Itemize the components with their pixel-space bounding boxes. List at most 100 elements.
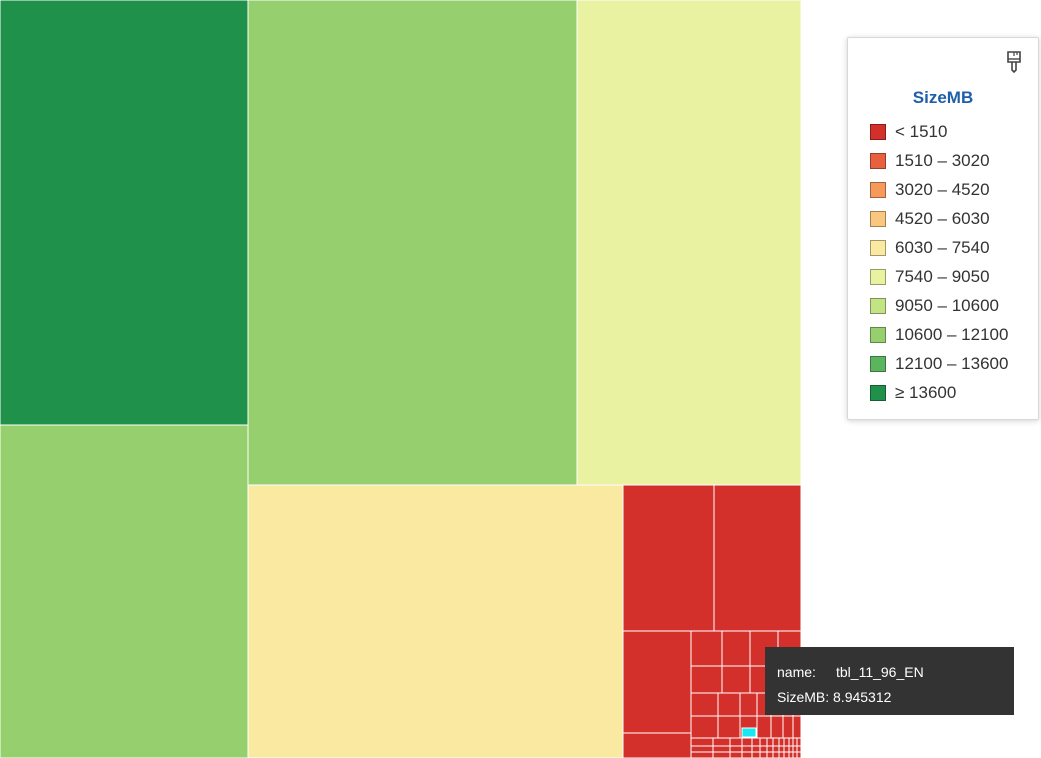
legend-item[interactable]: 12100 – 13600 [870, 349, 1008, 378]
treemap-tile[interactable] [788, 745, 794, 753]
tooltip-size-key: SizeMB: [777, 689, 830, 705]
treemap-tile[interactable] [0, 424, 249, 758]
treemap-tile[interactable] [772, 737, 780, 747]
treemap-tile[interactable] [782, 715, 794, 739]
legend-panel: SizeMB < 1510 1510 – 3020 3020 – 4520 4520 … [847, 37, 1039, 420]
treemap-tile[interactable] [0, 0, 249, 426]
treemap-tile[interactable] [778, 745, 785, 753]
treemap-tile[interactable] [729, 751, 743, 758]
treemap-tile[interactable] [729, 745, 743, 753]
legend-item[interactable]: 10600 – 12100 [870, 320, 1008, 349]
treemap-tile[interactable] [792, 745, 798, 753]
legend-label: 12100 – 13600 [895, 353, 1009, 373]
legend-label: < 1510 [895, 121, 948, 141]
treemap-tile[interactable] [622, 630, 692, 734]
legend-item[interactable]: < 1510 [870, 117, 1008, 146]
legend-items: < 1510 1510 – 3020 3020 – 4520 4520 – 6030 6… [870, 117, 1008, 407]
treemap-tile[interactable] [721, 665, 751, 694]
legend-label: ≥ 13600 [895, 382, 957, 402]
treemap-tile[interactable] [796, 745, 802, 753]
legend-item[interactable]: ≥ 13600 [870, 378, 1008, 407]
treemap-tile[interactable] [690, 630, 723, 667]
treemap-tile[interactable] [712, 737, 731, 747]
treemap-tile[interactable] [721, 630, 751, 667]
treemap-tile[interactable] [741, 737, 753, 747]
treemap-tile[interactable] [622, 732, 692, 758]
treemap-tile[interactable] [792, 737, 798, 747]
treemap-tile[interactable] [766, 737, 774, 747]
legend-swatch [870, 297, 886, 314]
treemap-tile[interactable] [792, 715, 802, 739]
treemap-tile[interactable] [778, 751, 785, 758]
treemap-tile[interactable] [772, 751, 780, 758]
treemap-tile[interactable] [759, 745, 768, 753]
treemap-tile[interactable] [751, 751, 761, 758]
treemap-tile[interactable] [759, 751, 768, 758]
treemap-tile[interactable] [770, 715, 784, 739]
legend-label: 10600 – 12100 [895, 324, 1009, 344]
legend-label: 3020 – 4520 [895, 179, 990, 199]
treemap-tile[interactable] [729, 737, 743, 747]
tooltip: name: tbl_11_96_EN SizeMB: 8.945312 [765, 647, 1014, 715]
legend-swatch [870, 268, 886, 285]
treemap-tile[interactable] [766, 751, 774, 758]
treemap-tile[interactable] [690, 737, 714, 747]
legend-item[interactable]: 9050 – 10600 [870, 291, 1008, 320]
legend-item[interactable]: 6030 – 7540 [870, 233, 1008, 262]
tooltip-name-row: name: tbl_11_96_EN [777, 660, 1002, 685]
legend-item[interactable]: 3020 – 4520 [870, 175, 1008, 204]
legend-item[interactable]: 7540 – 9050 [870, 262, 1008, 291]
treemap-tile[interactable] [783, 745, 790, 753]
legend-label: 6030 – 7540 [895, 237, 990, 257]
treemap-tile[interactable] [741, 745, 753, 753]
tooltip-size-value: 8.945312 [833, 689, 892, 705]
tooltip-size-row: SizeMB: 8.945312 [777, 685, 1002, 710]
treemap-tile[interactable] [783, 751, 790, 758]
legend-swatch [870, 355, 886, 372]
treemap-tile[interactable] [788, 737, 794, 747]
treemap-tile[interactable] [712, 751, 731, 758]
treemap-tile[interactable] [690, 692, 719, 717]
legend-swatch [870, 384, 886, 401]
treemap-tile[interactable] [576, 0, 802, 486]
treemap-tile[interactable] [751, 745, 761, 753]
paintbrush-icon[interactable] [1004, 50, 1024, 74]
legend-label: 9050 – 10600 [895, 295, 999, 315]
legend-swatch [870, 326, 886, 343]
legend-swatch [870, 152, 886, 169]
legend-label: 1510 – 3020 [895, 150, 990, 170]
treemap-tile[interactable] [796, 751, 802, 758]
treemap-tile[interactable] [690, 751, 714, 758]
treemap-tile[interactable] [783, 737, 790, 747]
treemap-tile[interactable] [739, 692, 758, 717]
treemap-tile[interactable] [690, 745, 714, 753]
tooltip-name-value: tbl_11_96_EN [836, 664, 924, 680]
legend-swatch [870, 181, 886, 198]
treemap-tile[interactable] [247, 0, 578, 486]
treemap-tile[interactable] [772, 745, 780, 753]
treemap-tile[interactable] [717, 692, 741, 717]
legend-title: SizeMB [912, 88, 974, 107]
legend-swatch [870, 239, 886, 256]
treemap-tile[interactable] [717, 715, 741, 739]
treemap-tile[interactable] [766, 745, 774, 753]
treemap-tile[interactable] [796, 737, 802, 747]
treemap-tile[interactable] [778, 737, 785, 747]
treemap-tile[interactable] [751, 737, 761, 747]
treemap-tile[interactable] [756, 715, 772, 739]
treemap-tile[interactable] [712, 745, 731, 753]
treemap-tile[interactable] [741, 751, 753, 758]
legend-item[interactable]: 1510 – 3020 [870, 146, 1008, 175]
treemap-tile-highlighted[interactable] [741, 727, 757, 738]
treemap-tile[interactable] [690, 715, 719, 739]
treemap-tile[interactable] [247, 484, 624, 758]
treemap-tile[interactable] [690, 665, 723, 694]
legend-item[interactable]: 4520 – 6030 [870, 204, 1008, 233]
treemap-tile[interactable] [788, 751, 794, 758]
treemap-tile[interactable] [759, 737, 768, 747]
treemap-tile[interactable] [713, 484, 802, 632]
treemap-tile[interactable] [622, 484, 715, 632]
treemap-tile[interactable] [792, 751, 798, 758]
tooltip-name-key: name: [777, 664, 816, 680]
